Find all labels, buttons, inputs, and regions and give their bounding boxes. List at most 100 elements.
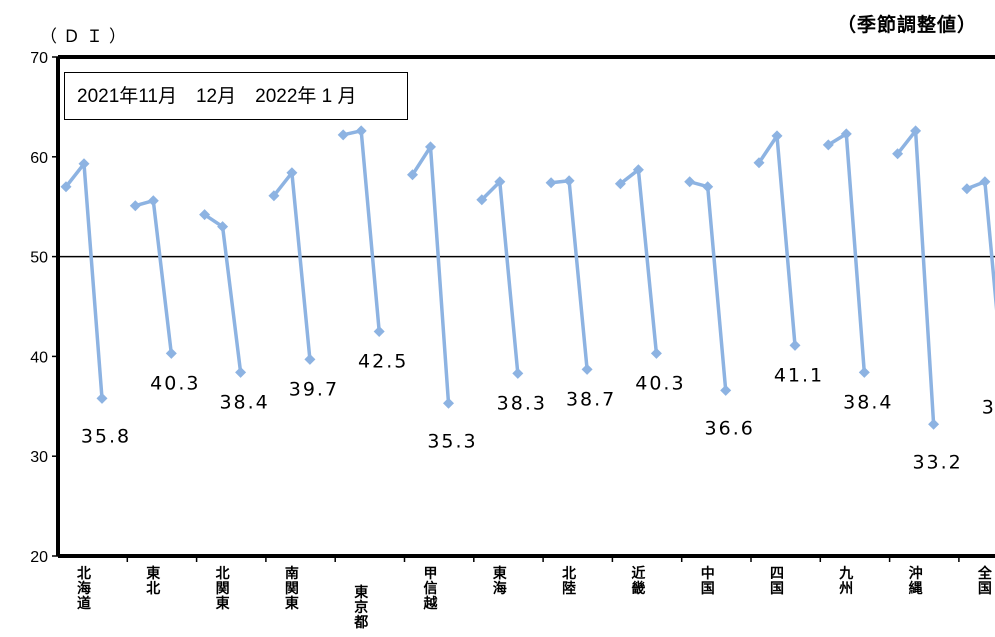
data-label: 37.9 [982, 396, 995, 418]
series-line [827, 132, 867, 373]
region-label-char: 東 [285, 595, 299, 612]
region-label-char: 国 [701, 581, 715, 597]
series-line [480, 180, 520, 374]
data-point [545, 177, 557, 189]
region-label-char: 海 [77, 580, 91, 597]
legend: 2021年11月 12月 2022年 1 月 [64, 72, 408, 120]
data-point [337, 129, 349, 141]
data-point [60, 181, 72, 193]
data-point [165, 347, 177, 359]
data-label: 36.6 [705, 417, 755, 439]
data-point [650, 347, 662, 359]
region-label-char: 越 [423, 595, 439, 612]
region-label-char: 縄 [909, 580, 923, 597]
data-labels: 35.8 40.3 38.4 39.7 42.5 35.3 38.3 38.7 40.3 36.6… [81, 350, 995, 473]
data-label: 40.3 [635, 372, 685, 394]
data-label: 35.8 [81, 425, 131, 447]
series-line [342, 129, 381, 332]
region-label-char: 東 [493, 565, 507, 582]
region-label-char: 四 [770, 566, 784, 582]
data-label: 33.2 [912, 451, 962, 473]
data-point [407, 169, 418, 181]
data-point [78, 158, 90, 170]
data-point [858, 366, 870, 378]
data-label: 39.7 [289, 378, 339, 400]
data-point [702, 181, 714, 193]
data-point [771, 130, 783, 142]
region-label-char: 国 [770, 581, 784, 597]
series-line [64, 162, 104, 399]
data-point [840, 128, 852, 140]
data-point [753, 157, 765, 169]
data-point [286, 167, 298, 179]
region-label-char: 東 [216, 595, 230, 612]
seasonally-adjusted-note: （季節調整値） [836, 14, 977, 36]
data-point [443, 397, 454, 409]
region-label-char: 北 [216, 566, 230, 582]
data-point [199, 209, 211, 221]
region-label-char: 陸 [562, 580, 576, 597]
series-line [134, 198, 174, 354]
data-point [581, 363, 593, 375]
data-point [304, 353, 316, 365]
region-label-char: 京 [354, 599, 368, 616]
data-label: 38.7 [566, 388, 616, 410]
region-label-char: 州 [838, 581, 853, 597]
region-label-char: 東 [354, 584, 368, 601]
y-tick-label: 60 [30, 150, 48, 167]
region-label-char: 信 [424, 580, 438, 597]
y-tick-label: 20 [30, 549, 48, 566]
data-point [928, 418, 940, 430]
data-label: 38.4 [219, 391, 269, 413]
data-label: 42.5 [358, 350, 408, 372]
region-label-char: 海 [493, 580, 507, 597]
region-label-char: 北 [146, 581, 160, 597]
data-point [822, 139, 834, 151]
data-point [425, 141, 436, 153]
axes: 20 30 40 50 60 70 [30, 50, 995, 566]
y-tick-label: 40 [30, 349, 48, 366]
series-line [896, 129, 936, 425]
data-point [910, 125, 922, 137]
data-point [355, 125, 367, 137]
series-line [272, 171, 312, 360]
region-label-char: 東 [146, 565, 160, 582]
data-point [129, 200, 141, 212]
region-label-char: 沖 [909, 565, 923, 582]
data-point [373, 325, 385, 337]
region-label-char: 九 [838, 566, 853, 582]
data-point [979, 176, 991, 188]
data-label: 41.1 [774, 364, 824, 386]
series-line [966, 180, 995, 311]
y-axis-unit: （ＤＩ） [40, 27, 132, 47]
data-point [476, 194, 488, 206]
data-point [147, 195, 159, 207]
data-point [268, 190, 280, 202]
data-point [217, 221, 229, 233]
series-lines [60, 125, 995, 430]
data-label: 38.3 [497, 392, 547, 414]
region-label-char: 甲 [424, 566, 438, 582]
region-label-char: 北 [77, 566, 91, 582]
region-label-char: 関 [285, 581, 299, 597]
data-point [720, 384, 732, 396]
region-label-char: 中 [701, 565, 715, 582]
region-label-char: 北 [562, 566, 576, 582]
data-point [632, 164, 644, 176]
region-label-char: 畿 [631, 580, 645, 597]
series-line [689, 180, 728, 391]
data-point [961, 183, 973, 195]
series-line [757, 134, 797, 346]
data-point [684, 176, 696, 188]
region-label-char: 道 [77, 595, 91, 612]
y-tick-label: 30 [30, 449, 48, 466]
data-point [892, 148, 904, 160]
region-label-char: 全 [977, 565, 993, 582]
region-label-char: 近 [631, 565, 645, 582]
y-tick-label: 50 [30, 250, 48, 267]
data-point [96, 392, 108, 404]
region-label-char: 関 [216, 581, 230, 597]
data-point [614, 178, 626, 190]
